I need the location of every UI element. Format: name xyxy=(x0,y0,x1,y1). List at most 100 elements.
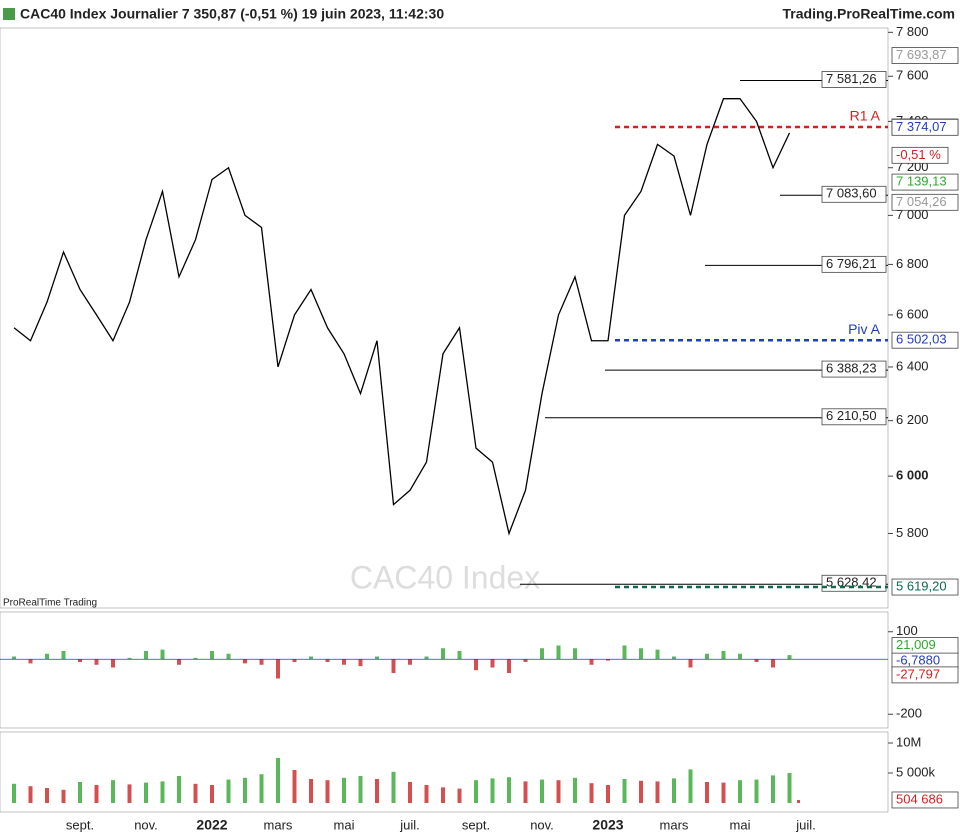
bar xyxy=(573,777,577,803)
bar xyxy=(754,779,759,803)
bar xyxy=(292,659,297,662)
value-label: 7 374,07 xyxy=(896,119,947,134)
x-tick-label: 2023 xyxy=(592,817,623,833)
bar xyxy=(78,782,82,803)
bar xyxy=(358,776,363,803)
value-box xyxy=(891,193,959,211)
y-tick-label: 6 000 xyxy=(896,468,929,483)
bar xyxy=(457,788,462,803)
y-tick-label: 100 xyxy=(896,623,918,638)
value-box xyxy=(891,578,959,596)
bar xyxy=(738,653,742,660)
bar xyxy=(144,782,148,803)
chart-title: CAC40 Index Journalier 7 350,87 (-0,51 %… xyxy=(20,6,444,22)
bar xyxy=(45,788,49,803)
bar xyxy=(408,659,412,665)
y-tick-label: 6 400 xyxy=(896,358,929,373)
footer: ProRealTime Trading xyxy=(3,598,97,609)
bar xyxy=(556,780,561,803)
y-tick-label: 6 800 xyxy=(896,256,929,271)
x-tick-label: nov. xyxy=(530,817,554,832)
y-tick-label: -200 xyxy=(896,706,922,721)
bar xyxy=(259,659,264,665)
change-box xyxy=(891,146,949,164)
bar xyxy=(391,771,396,803)
macd-panel xyxy=(0,611,889,729)
x-tick-label: nov. xyxy=(134,817,158,832)
level-label: 7 083,60 xyxy=(826,186,877,201)
bar xyxy=(523,781,528,803)
level-box xyxy=(821,255,887,273)
bar xyxy=(226,653,231,660)
bar xyxy=(94,785,99,803)
x-tick-label: mars xyxy=(264,817,293,832)
bar xyxy=(424,785,429,803)
bar xyxy=(61,651,66,660)
bar xyxy=(721,651,726,660)
bar xyxy=(358,659,363,667)
bar xyxy=(606,785,610,803)
bar xyxy=(276,758,280,803)
bar xyxy=(490,778,495,803)
level-box xyxy=(821,185,887,203)
value-box xyxy=(891,666,959,684)
change-label: -0,51 % xyxy=(896,147,941,162)
bar xyxy=(507,659,511,673)
value-label: 7 693,87 xyxy=(896,47,947,62)
value-box xyxy=(891,173,959,191)
pivot-name: Piv A xyxy=(848,321,881,337)
bar xyxy=(672,778,676,803)
bar xyxy=(210,785,214,803)
bar xyxy=(523,659,528,662)
level-box xyxy=(821,360,887,378)
y-tick-label: 5 000k xyxy=(896,764,936,779)
level-box xyxy=(821,408,887,426)
value-box xyxy=(891,47,959,64)
y-tick-label: 5 800 xyxy=(896,525,929,540)
bar xyxy=(622,645,627,660)
bar xyxy=(688,769,693,803)
bar xyxy=(771,659,775,668)
bar xyxy=(540,648,544,660)
value-box xyxy=(891,331,959,349)
bar xyxy=(144,651,148,660)
y-tick-label: 6 600 xyxy=(896,306,929,321)
bar xyxy=(325,659,330,662)
x-tick-label: mai xyxy=(334,817,355,832)
bar xyxy=(28,786,33,803)
value-label: 504 686 xyxy=(896,791,943,806)
bar xyxy=(771,775,775,803)
bar xyxy=(797,799,800,803)
bar xyxy=(655,781,660,803)
price-line xyxy=(13,98,791,536)
value-label: -27,797 xyxy=(896,666,940,681)
y-tick-label: 7 800 xyxy=(896,24,929,39)
bar xyxy=(573,648,577,660)
bar xyxy=(111,780,115,803)
value-label: 6 502,03 xyxy=(896,332,947,347)
bar xyxy=(193,783,198,803)
bar xyxy=(94,659,99,665)
x-tick-label: mai xyxy=(730,817,751,832)
watermark: CAC40 Index xyxy=(350,559,540,595)
bar xyxy=(672,656,676,660)
bar xyxy=(210,651,214,660)
y-tick-label: 7 600 xyxy=(896,68,929,83)
bar xyxy=(754,659,759,662)
bar xyxy=(160,781,165,803)
bar xyxy=(259,774,264,803)
bar xyxy=(226,779,231,803)
bar xyxy=(441,648,445,660)
x-tick-label: sept. xyxy=(66,817,94,832)
value-box xyxy=(891,791,959,809)
bar xyxy=(688,659,693,668)
bar xyxy=(325,780,330,803)
bar xyxy=(61,789,66,803)
bar xyxy=(177,659,181,665)
bar xyxy=(457,651,462,660)
value-label: 5 619,20 xyxy=(896,578,947,593)
bar xyxy=(721,782,726,803)
y-tick-label: 10M xyxy=(896,734,921,749)
x-tick-label: juil. xyxy=(399,817,420,832)
